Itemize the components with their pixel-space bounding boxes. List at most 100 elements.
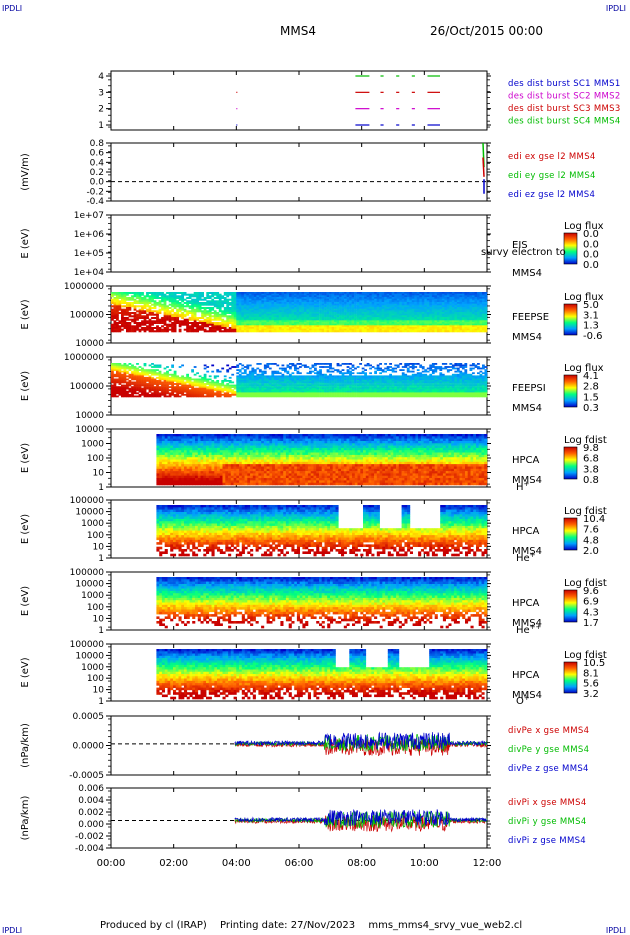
heatmap-cell bbox=[379, 330, 382, 332]
heatmap-cell bbox=[184, 391, 187, 393]
heatmap-cell bbox=[302, 377, 305, 379]
heatmap-cell bbox=[119, 377, 122, 379]
heatmap-cell bbox=[236, 365, 239, 367]
heatmap-cell bbox=[159, 330, 162, 332]
heatmap-cell bbox=[206, 297, 209, 299]
heatmap-cell bbox=[221, 330, 224, 332]
heatmap-cell bbox=[124, 374, 127, 376]
heatmap-cell bbox=[297, 330, 300, 332]
heatmap-cell bbox=[191, 330, 194, 332]
heatmap-cell bbox=[477, 330, 480, 332]
heatmap-cell bbox=[131, 394, 134, 396]
heatmap-cell bbox=[224, 330, 227, 332]
heatmap-cell bbox=[317, 394, 320, 396]
heatmap-cell bbox=[276, 394, 279, 396]
heatmap-cell bbox=[229, 394, 232, 396]
heatmap-cell bbox=[236, 388, 239, 390]
heatmap-cell bbox=[196, 319, 199, 321]
heatmap-cell bbox=[294, 385, 297, 387]
heatmap-cell bbox=[329, 388, 332, 390]
heatmap-cell bbox=[149, 371, 152, 373]
heatmap-cell bbox=[184, 315, 187, 317]
heatmap-cell bbox=[254, 371, 257, 373]
heatmap-cell bbox=[124, 368, 127, 370]
heatmap-cell bbox=[214, 330, 217, 332]
heatmap-cell bbox=[131, 368, 134, 370]
heatmap-cell bbox=[292, 385, 295, 387]
heatmap-cell bbox=[226, 394, 229, 396]
heatmap-cell bbox=[256, 396, 259, 398]
heatmap-cell bbox=[309, 385, 312, 387]
heatmap-cell bbox=[121, 396, 124, 398]
heatmap-cell bbox=[141, 391, 144, 393]
heatmap-cell bbox=[261, 371, 264, 373]
heatmap-cell bbox=[151, 385, 154, 387]
heatmap-cell bbox=[184, 302, 187, 304]
heatmap-cell bbox=[274, 330, 277, 332]
heatmap-cell bbox=[149, 391, 152, 393]
heatmap-cell bbox=[149, 394, 152, 396]
heatmap-cell bbox=[231, 385, 234, 387]
heatmap-cell bbox=[154, 327, 157, 329]
heatmap-cell bbox=[317, 330, 320, 332]
heatmap-cell bbox=[229, 330, 232, 332]
spacecraft-label: MMS4 bbox=[512, 268, 542, 279]
heatmap-cell bbox=[282, 377, 285, 379]
heatmap-cell bbox=[261, 382, 264, 384]
heatmap-cell bbox=[470, 330, 473, 332]
heatmap-cell bbox=[249, 382, 252, 384]
heatmap-cell bbox=[244, 382, 247, 384]
heatmap-cell bbox=[131, 305, 134, 307]
heatmap-cell bbox=[382, 330, 385, 332]
heatmap-cell bbox=[297, 394, 300, 396]
heatmap-cell bbox=[219, 396, 222, 398]
heatmap-cell bbox=[164, 374, 167, 376]
heatmap-cell bbox=[119, 371, 122, 373]
heatmap-cell bbox=[319, 385, 322, 387]
panel-frame bbox=[111, 71, 487, 130]
heatmap-cell bbox=[111, 368, 114, 370]
heatmap-cell bbox=[151, 304, 154, 306]
heatmap-cell bbox=[166, 396, 169, 398]
heatmap-cell bbox=[354, 330, 357, 332]
heatmap-cell bbox=[169, 304, 172, 306]
heatmap-cell bbox=[196, 382, 199, 384]
heatmap-cell bbox=[256, 385, 259, 387]
heatmap-cell bbox=[141, 394, 144, 396]
heatmap-cell bbox=[184, 329, 187, 331]
heatmap-cell bbox=[124, 388, 127, 390]
heatmap-cell bbox=[254, 385, 257, 387]
heatmap-cell bbox=[114, 369, 117, 371]
heatmap-cell bbox=[184, 324, 187, 326]
heatmap-cell bbox=[219, 391, 222, 393]
heatmap-cell bbox=[134, 309, 137, 311]
heatmap-cell bbox=[324, 396, 327, 398]
heatmap-cell bbox=[136, 368, 139, 370]
heatmap-cell bbox=[206, 396, 209, 398]
heatmap-cell bbox=[244, 330, 247, 332]
heatmap-cell bbox=[201, 394, 204, 396]
y-tick-label: 1e+04 bbox=[74, 268, 105, 278]
heatmap-cell bbox=[156, 374, 159, 376]
heatmap-cell bbox=[256, 368, 259, 370]
y-tick-label: -0.4 bbox=[86, 197, 104, 207]
heatmap-cell bbox=[224, 315, 227, 317]
heatmap-cell bbox=[206, 383, 209, 385]
heatmap-cell bbox=[139, 394, 142, 396]
heatmap-cell bbox=[154, 330, 157, 332]
heatmap-cell bbox=[176, 297, 179, 299]
heatmap-cell bbox=[194, 325, 197, 327]
heatmap-cell bbox=[126, 319, 129, 321]
heatmap-cell bbox=[204, 365, 207, 367]
heatmap-cell bbox=[144, 365, 147, 367]
legend-entry: des dist burst SC2 MMS2 bbox=[508, 92, 621, 102]
heatmap-cell bbox=[214, 294, 217, 296]
heatmap-cell bbox=[116, 371, 119, 373]
heatmap-cell bbox=[216, 382, 219, 384]
heatmap-cell bbox=[342, 330, 345, 332]
heatmap-cell bbox=[297, 368, 300, 370]
heatmap-cell bbox=[246, 330, 249, 332]
heatmap-cell bbox=[194, 396, 197, 398]
heatmap-cell bbox=[156, 385, 159, 387]
heatmap-cell bbox=[134, 388, 137, 390]
